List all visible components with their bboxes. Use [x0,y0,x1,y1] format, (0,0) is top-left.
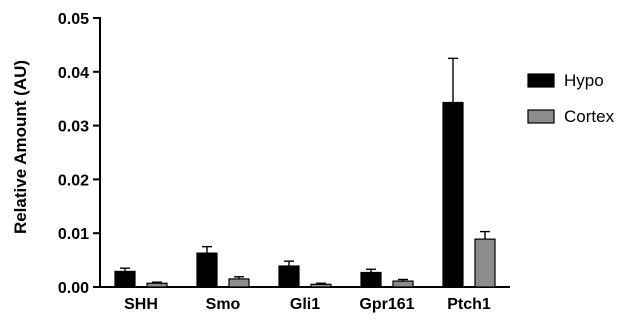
legend-label-cortex: Cortex [564,107,615,126]
y-axis-title: Relative Amount (AU) [11,60,30,234]
bar-hypo-shh [114,270,136,288]
bar-cortex-smo [228,278,250,288]
y-tick-label: 0.05 [58,11,89,28]
y-tick-label: 0.04 [58,65,89,82]
x-tick-label: SHH [124,296,158,313]
legend: Hypo Cortex [527,71,615,126]
y-axis: 0.00 0.01 0.02 0.03 0.04 0.05 [58,11,101,297]
bar-cortex-ptch1 [474,238,496,288]
y-tick-label: 0.00 [58,280,89,297]
bar-hypo-gpr161 [360,271,382,288]
x-tick-label: Gli1 [290,296,320,313]
bar-hypo-gli1 [278,265,300,288]
x-tick-label: Smo [206,296,241,313]
x-tick-label: Ptch1 [447,296,491,313]
legend-swatch-hypo [527,73,555,88]
bar-hypo-ptch1 [442,101,464,288]
bars [114,57,496,288]
bar-hypo-smo [196,252,218,288]
x-tick-label: Gpr161 [359,296,414,313]
legend-label-hypo: Hypo [564,71,604,90]
y-tick-label: 0.03 [58,119,89,136]
y-tick-label: 0.02 [58,172,89,189]
bar-cortex-shh [146,282,168,288]
legend-swatch-cortex [527,109,555,124]
y-tick-label: 0.01 [58,226,89,243]
x-axis: SHH Smo Gli1 Gpr161 Ptch1 [99,286,510,313]
bar-cortex-gli1 [310,283,332,288]
bar-cortex-gpr161 [392,280,414,288]
